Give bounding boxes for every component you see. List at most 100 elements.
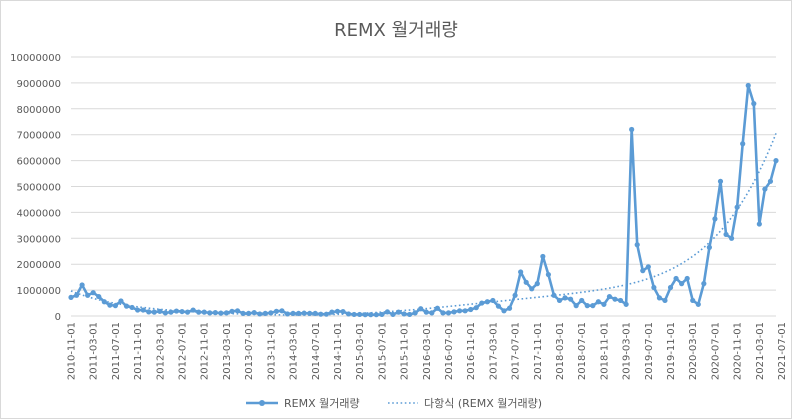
data-point xyxy=(617,297,624,304)
data-point xyxy=(712,216,718,222)
data-point xyxy=(590,303,596,309)
data-point xyxy=(529,286,535,292)
data-point xyxy=(434,305,440,311)
data-point xyxy=(717,178,724,184)
data-point xyxy=(645,264,651,270)
data-point xyxy=(112,303,119,309)
data-point xyxy=(384,309,391,315)
data-point xyxy=(601,301,607,307)
data-point xyxy=(390,311,396,318)
data-point xyxy=(257,311,263,317)
data-point xyxy=(307,310,313,317)
x-tick-label: 2014-11-01 xyxy=(333,322,344,380)
data-point xyxy=(68,294,74,300)
x-tick-label: 2019-07-01 xyxy=(644,322,655,380)
data-point xyxy=(357,311,363,318)
data-point xyxy=(728,235,735,241)
data-point xyxy=(379,311,385,318)
data-point xyxy=(201,309,207,315)
y-axis-labels: 0 1000000 2000000 3000000 4000000 5000000 6000… xyxy=(10,53,61,323)
data-point xyxy=(518,269,524,275)
data-point xyxy=(534,281,540,287)
x-tick-label: 2013-11-01 xyxy=(266,322,277,380)
data-point xyxy=(584,303,590,309)
data-point xyxy=(662,297,668,304)
data-point xyxy=(734,204,740,210)
x-tick-label: 2015-11-01 xyxy=(400,322,411,380)
x-tick-label: 2010-11-01 xyxy=(67,322,78,380)
data-point xyxy=(351,311,357,318)
data-point xyxy=(362,312,368,318)
data-point xyxy=(679,281,685,287)
data-point xyxy=(673,275,679,282)
data-point xyxy=(323,311,329,317)
data-point xyxy=(684,275,690,282)
data-point xyxy=(340,308,346,315)
data-point xyxy=(273,308,279,314)
data-point xyxy=(523,279,529,285)
series-markers xyxy=(68,82,779,318)
data-point xyxy=(223,310,230,316)
data-point xyxy=(368,312,374,318)
x-tick-label: 2012-11-01 xyxy=(200,322,211,380)
data-point xyxy=(545,271,552,278)
x-axis-labels: 2010-11-01 2011-03-01 2011-07-01 2011-11-01… xyxy=(67,322,789,380)
data-point xyxy=(468,306,474,313)
data-point xyxy=(73,292,80,298)
data-point xyxy=(506,305,513,311)
data-point xyxy=(96,293,102,300)
gridlines xyxy=(71,56,776,317)
x-tick-label: 2016-11-01 xyxy=(466,322,477,380)
data-point xyxy=(723,231,729,238)
data-point xyxy=(756,221,762,227)
data-point xyxy=(651,284,657,291)
data-point xyxy=(767,178,774,184)
y-tick-label: 6000000 xyxy=(16,157,61,168)
data-point xyxy=(612,296,618,302)
data-point xyxy=(157,308,163,314)
data-point xyxy=(412,310,418,316)
data-point xyxy=(123,303,130,309)
data-point xyxy=(640,268,646,274)
y-tick-label: 5000000 xyxy=(16,183,61,194)
x-tick-label: 2020-03-01 xyxy=(688,322,699,380)
x-tick-label: 2013-07-01 xyxy=(244,322,255,380)
data-point xyxy=(556,297,563,304)
data-point xyxy=(667,284,674,291)
data-point xyxy=(473,305,479,311)
data-point xyxy=(284,311,291,317)
x-tick-label: 2017-11-01 xyxy=(533,322,544,380)
data-point xyxy=(540,253,546,260)
data-point xyxy=(179,308,185,315)
x-tick-label: 2011-03-01 xyxy=(89,322,100,380)
data-point xyxy=(373,312,379,318)
x-tick-label: 2017-07-01 xyxy=(511,322,522,380)
data-point xyxy=(484,299,490,305)
y-tick-label: 9000000 xyxy=(16,79,61,90)
data-point xyxy=(451,309,457,315)
data-point xyxy=(462,308,468,314)
x-tick-label: 2016-03-01 xyxy=(422,322,433,380)
data-point xyxy=(579,297,585,304)
data-point xyxy=(290,310,296,317)
data-point xyxy=(140,307,146,313)
data-point xyxy=(562,295,568,301)
x-tick-label: 2019-03-01 xyxy=(622,322,633,380)
data-point xyxy=(501,308,507,314)
x-tick-label: 2021-03-01 xyxy=(755,322,766,380)
data-point xyxy=(196,309,202,315)
x-tick-label: 2020-07-01 xyxy=(710,322,721,380)
x-tick-label: 2014-03-01 xyxy=(289,322,300,380)
x-tick-label: 2015-03-01 xyxy=(355,322,366,380)
data-point xyxy=(479,300,485,306)
data-point xyxy=(312,310,318,317)
data-point xyxy=(606,293,613,300)
data-point xyxy=(440,310,446,316)
trend-line xyxy=(70,133,777,316)
data-point xyxy=(495,303,502,309)
x-tick-label: 2017-03-01 xyxy=(488,322,499,380)
x-tick-label: 2018-03-01 xyxy=(555,322,566,380)
data-point xyxy=(101,299,107,305)
y-tick-label: 8000000 xyxy=(16,105,61,116)
chart-title: REMX 월거래량 xyxy=(334,20,458,41)
